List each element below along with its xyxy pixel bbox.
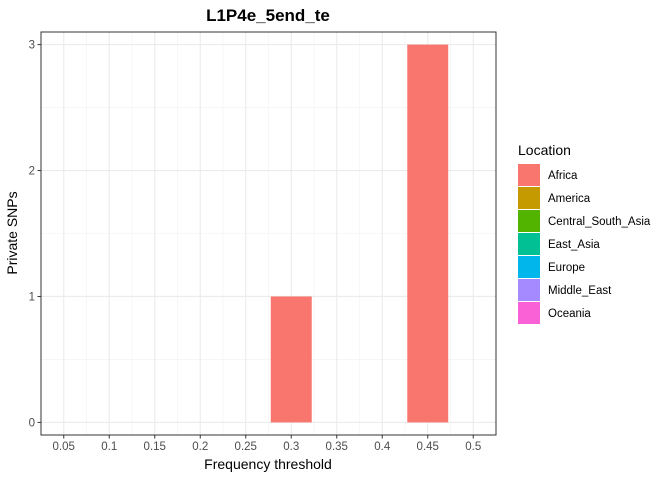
- legend-key-oceania: [518, 302, 540, 324]
- legend-label: Oceania: [548, 308, 591, 320]
- legend-key-europe: [518, 256, 540, 278]
- legend-label: Africa: [548, 170, 578, 182]
- x-tick-label: 0.5: [465, 441, 481, 453]
- x-tick-label: 0.4: [374, 441, 391, 453]
- x-tick-label: 0.1: [101, 441, 117, 453]
- legend-label: East_Asia: [548, 239, 600, 251]
- bar-africa-0.45: [407, 44, 449, 423]
- y-tick-label: 2: [29, 166, 35, 178]
- x-tick-label: 0.3: [283, 441, 299, 453]
- x-tick-label: 0.35: [326, 441, 348, 453]
- chart-title: L1P4e_5end_te: [206, 6, 330, 25]
- legend-key-central_south_asia: [518, 210, 540, 232]
- legend-label: America: [548, 193, 591, 205]
- y-axis-title: Private SNPs: [4, 191, 20, 274]
- legend: Location Africa America Central_South_Asia…: [518, 142, 651, 324]
- legend-key-america: [518, 187, 540, 209]
- legend-title: Location: [518, 142, 571, 158]
- legend-key-east_asia: [518, 233, 540, 255]
- legend-key-middle_east: [518, 279, 540, 301]
- x-tick-label: 0.05: [53, 441, 75, 453]
- legend-label: Central_South_Asia: [548, 216, 651, 228]
- bar-africa-0.3: [270, 296, 312, 423]
- y-tick-label: 3: [29, 40, 35, 52]
- x-tick-label: 0.2: [192, 441, 208, 453]
- y-tick-label: 0: [29, 417, 35, 429]
- legend-key-africa: [518, 164, 540, 186]
- plot-panel-border: [40, 31, 497, 436]
- legend-label: Middle_East: [548, 285, 612, 297]
- x-axis-title: Frequency threshold: [204, 456, 332, 472]
- legend-label: Europe: [548, 262, 585, 274]
- x-tick-label: 0.25: [235, 441, 257, 453]
- x-tick-label: 0.15: [144, 441, 166, 453]
- y-tick-label: 1: [29, 291, 35, 303]
- x-tick-label: 0.45: [417, 441, 439, 453]
